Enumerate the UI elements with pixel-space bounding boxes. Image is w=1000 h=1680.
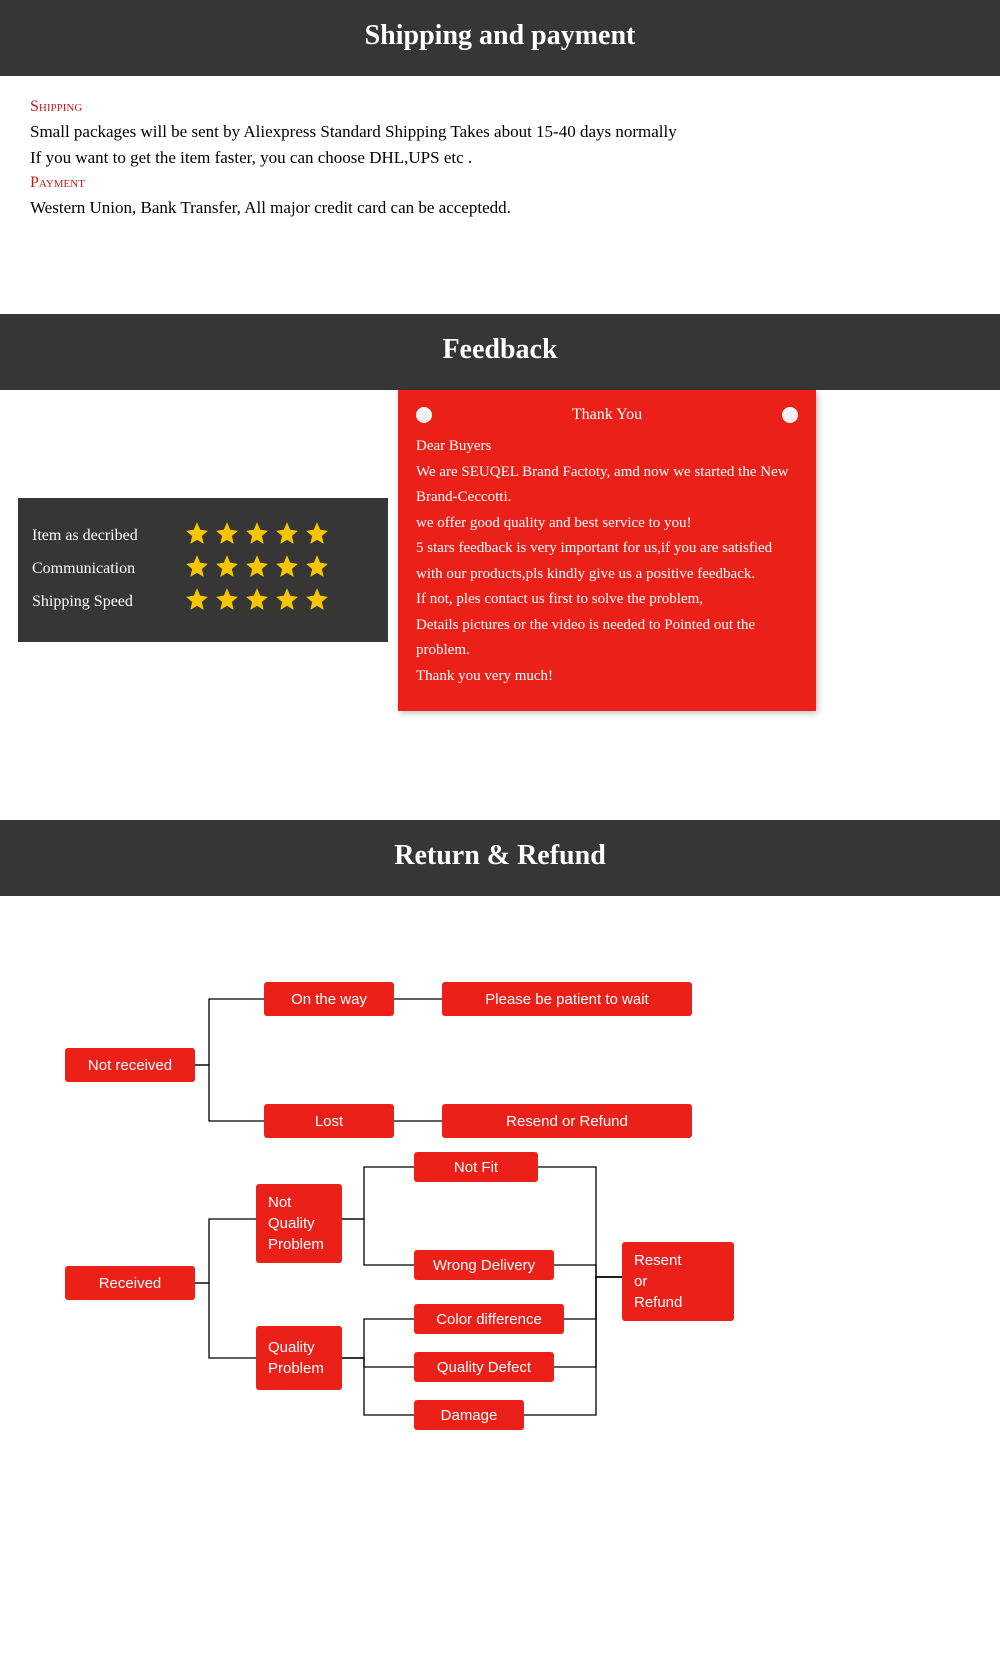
flow-node-wrong_delivery: Wrong Delivery xyxy=(414,1250,554,1280)
thanks-line: 5 stars feedback is very important for u… xyxy=(416,536,798,587)
flow-node-quality_prob: QualityProblem xyxy=(256,1326,342,1390)
feedback-content: Item as decribed Communication Shipping Sp… xyxy=(0,390,1000,820)
flow-node-quality_defect: Quality Defect xyxy=(414,1352,554,1382)
star-icon xyxy=(212,553,242,584)
shipping-line1: Small packages will be sent by Aliexpres… xyxy=(30,122,970,142)
flow-node-not_qp: NotQualityProblem xyxy=(256,1184,342,1263)
star-icon xyxy=(302,586,332,617)
flow-edge xyxy=(554,1277,622,1367)
rating-row: Shipping Speed xyxy=(32,586,374,617)
thanks-line: If not, ples contact us first to solve t… xyxy=(416,587,798,613)
star-icon xyxy=(272,553,302,584)
flow-edge xyxy=(342,1319,414,1358)
thanks-body: Dear BuyersWe are SEUQEL Brand Factoty, … xyxy=(416,434,798,689)
star-icon xyxy=(272,586,302,617)
flow-edge xyxy=(195,1283,256,1358)
thanks-line: Thank you very much! xyxy=(416,664,798,690)
flow-edge xyxy=(195,1219,256,1283)
flow-node-resend_refund: Resend or Refund xyxy=(442,1104,692,1138)
payment-line: Western Union, Bank Transfer, All major … xyxy=(30,198,970,218)
flow-edge xyxy=(195,999,264,1065)
thanks-title: Thank You xyxy=(572,406,642,424)
thanks-line: Dear Buyers xyxy=(416,434,798,460)
flow-edge xyxy=(524,1277,622,1415)
star-icon xyxy=(302,520,332,551)
rating-row: Item as decribed xyxy=(32,520,374,551)
flow-edge xyxy=(554,1265,622,1277)
shipping-subtitle: Shipping xyxy=(30,98,970,116)
star-icon xyxy=(182,520,212,551)
thanks-line: we offer good quality and best service t… xyxy=(416,511,798,537)
star-icon xyxy=(302,553,332,584)
rating-box: Item as decribed Communication Shipping Sp… xyxy=(18,498,388,642)
flow-node-damage: Damage xyxy=(414,1400,524,1430)
rating-label: Item as decribed xyxy=(32,527,182,545)
flow-node-received: Received xyxy=(65,1266,195,1300)
flow-node-not_received: Not received xyxy=(65,1048,195,1082)
flow-node-color_diff: Color difference xyxy=(414,1304,564,1334)
flow-edge xyxy=(564,1277,622,1319)
flow-edge xyxy=(195,1065,264,1121)
flow-node-lost: Lost xyxy=(264,1104,394,1138)
star-icon xyxy=(242,586,272,617)
thanks-box: Thank You Dear BuyersWe are SEUQEL Brand… xyxy=(398,390,816,711)
flow-edge xyxy=(342,1219,414,1265)
flow-edge xyxy=(342,1358,414,1367)
shipping-line2: If you want to get the item faster, you … xyxy=(30,148,970,168)
return-header: Return & Refund xyxy=(0,820,1000,896)
rating-label: Shipping Speed xyxy=(32,593,182,611)
flowchart: Not received On the way Please be patient … xyxy=(0,936,1000,1496)
star-icon xyxy=(212,586,242,617)
payment-subtitle: Payment xyxy=(30,174,970,192)
star-icon xyxy=(242,520,272,551)
decor-dot-left xyxy=(416,407,432,423)
flow-node-resent_refund2: ResentorRefund xyxy=(622,1242,734,1321)
thanks-line: Details pictures or the video is needed … xyxy=(416,613,798,664)
decor-dot-right xyxy=(782,407,798,423)
star-icon xyxy=(242,553,272,584)
flow-node-please_wait: Please be patient to wait xyxy=(442,982,692,1016)
thanks-line: We are SEUQEL Brand Factoty, amd now we … xyxy=(416,460,798,511)
star-icon xyxy=(212,520,242,551)
star-icon xyxy=(182,553,212,584)
rating-label: Communication xyxy=(32,560,182,578)
shipping-content: Shipping Small packages will be sent by … xyxy=(0,76,1000,254)
star-icon xyxy=(272,520,302,551)
feedback-header: Feedback xyxy=(0,314,1000,390)
star-icon xyxy=(182,586,212,617)
flow-node-on_the_way: On the way xyxy=(264,982,394,1016)
rating-row: Communication xyxy=(32,553,374,584)
flow-node-not_fit: Not Fit xyxy=(414,1152,538,1182)
shipping-header: Shipping and payment xyxy=(0,0,1000,76)
flow-edge xyxy=(342,1167,414,1219)
